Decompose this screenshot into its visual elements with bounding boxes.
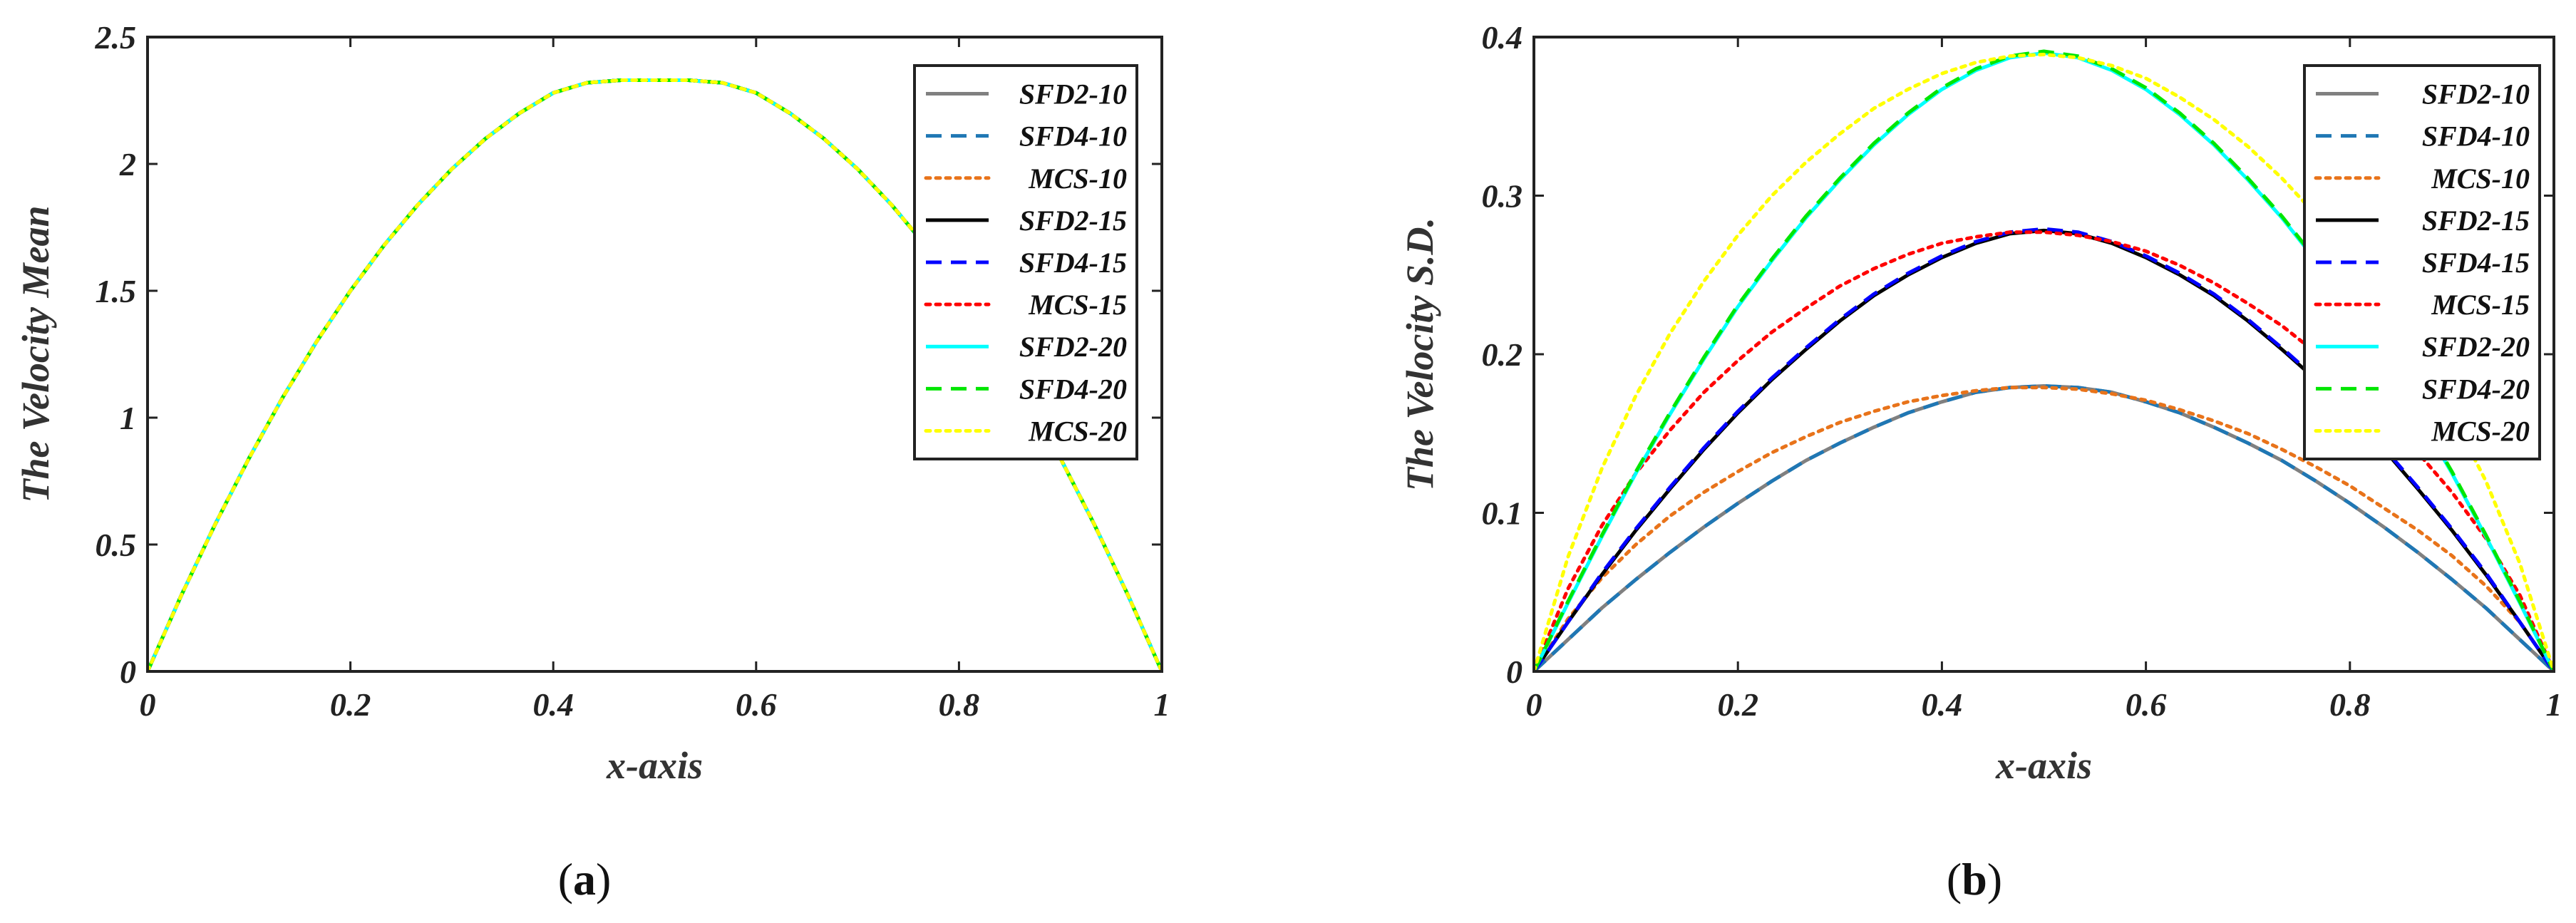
legend-label-sfd4-10: SFD4-10: [1019, 120, 1127, 153]
x-tick-label: 0.2: [330, 686, 371, 723]
y-tick-label: 0.4: [1482, 19, 1523, 56]
x-tick-label: 1: [2546, 686, 2562, 723]
legend-label-sfd2-20: SFD2-20: [1019, 331, 1127, 363]
x-tick-label: 0.6: [2126, 686, 2167, 723]
x-tick-label: 0.8: [2329, 686, 2371, 723]
legend-label-mcs-15: MCS-15: [1028, 289, 1127, 321]
caption-close-paren: ): [596, 854, 611, 904]
legend-label-sfd4-10: SFD4-10: [2422, 120, 2530, 153]
legend-label-mcs-10: MCS-10: [1028, 163, 1127, 195]
y-tick-label: 0: [1506, 654, 1523, 690]
y-tick-label: 2.5: [95, 19, 137, 56]
legend-label-sfd4-15: SFD4-15: [1019, 247, 1127, 279]
legend-label-mcs-10: MCS-10: [2431, 163, 2530, 195]
legend: SFD2-10 SFD4-10 MCS-10 SFD2-15 SFD4-15 MCS-15…: [913, 64, 1138, 460]
x-axis-label: x-axis: [606, 744, 703, 787]
chart-a: 0 0.2 0.4 0.6 0.8 1 0 0.5 1 1.5 2 2.5 x-axis The Velo…: [14, 19, 1170, 904]
x-tick-label: 0: [1526, 686, 1542, 723]
series-line-mcs-10: [1534, 386, 2554, 671]
y-tick-label: 0.3: [1482, 178, 1523, 215]
y-tick-label: 2: [119, 146, 136, 182]
y-tick-label: 1: [120, 400, 136, 436]
panel-caption: (a): [558, 854, 612, 904]
legend-label-sfd2-15: SFD2-15: [2422, 205, 2530, 237]
caption-open-paren: (: [558, 854, 573, 904]
legend-label-sfd2-10: SFD2-10: [1019, 78, 1127, 110]
legend-label-mcs-20: MCS-20: [2431, 415, 2530, 447]
x-tick-label: 0: [140, 686, 156, 723]
caption-close-paren: ): [1987, 854, 2002, 904]
x-axis-label: x-axis: [1995, 744, 2092, 787]
legend-label-sfd2-20: SFD2-20: [2422, 331, 2530, 363]
legend-label-mcs-15: MCS-15: [2431, 289, 2530, 321]
x-tick-label: 0.6: [736, 686, 777, 723]
x-tick-label: 0.8: [939, 686, 980, 723]
legend-label-sfd4-20: SFD4-20: [2422, 373, 2530, 405]
y-tick-label: 1.5: [96, 273, 137, 309]
legend-label-sfd4-20: SFD4-20: [1019, 373, 1127, 405]
caption-open-paren: (: [1947, 854, 1962, 904]
y-tick-label: 0.2: [1482, 336, 1523, 373]
y-axis-label: The Velocity Mean: [14, 206, 57, 503]
x-tick-label: 0.4: [532, 686, 574, 723]
axes-box: [146, 36, 1163, 673]
legend-label-sfd2-10: SFD2-10: [2422, 78, 2530, 110]
legend-label-mcs-20: MCS-20: [1028, 415, 1127, 447]
caption-letter: b: [1962, 854, 1987, 904]
legend: SFD2-10 SFD4-10 MCS-10 SFD2-15 SFD4-15 MCS-15…: [2303, 64, 2541, 460]
y-tick-label: 0.5: [96, 527, 137, 563]
x-tick-label: 0.2: [1717, 686, 1758, 723]
panel-caption: (b): [1947, 854, 2002, 904]
legend-label-sfd4-15: SFD4-15: [2422, 247, 2530, 279]
x-tick-label: 1: [1154, 686, 1170, 723]
x-tick-label: 0.4: [1922, 686, 1963, 723]
y-axis-label: The Velocity S.D.: [1398, 217, 1441, 491]
legend-label-sfd2-15: SFD2-15: [1019, 205, 1127, 237]
caption-letter: a: [573, 854, 596, 904]
y-tick-label: 0: [120, 654, 136, 690]
chart-b: 0 0.2 0.4 0.6 0.8 1 0 0.1 0.2 0.3 0.4 x-axis The Vel…: [1398, 19, 2562, 904]
y-tick-label: 0.1: [1482, 495, 1523, 532]
